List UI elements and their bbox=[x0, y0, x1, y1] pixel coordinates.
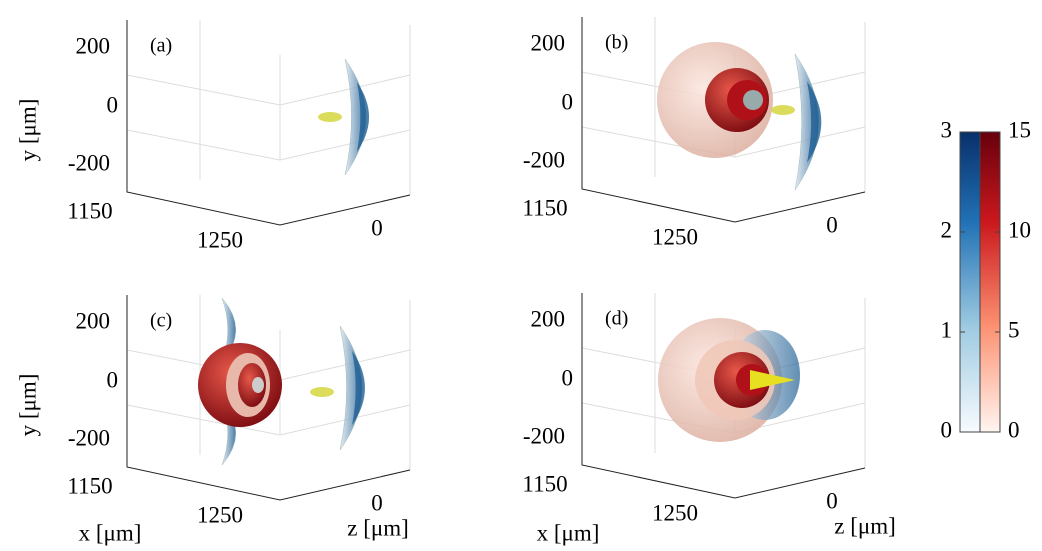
y-tick-label: 200 bbox=[76, 33, 111, 58]
box-frame bbox=[126, 20, 411, 226]
particles bbox=[318, 112, 342, 122]
panel: (c) 200 0 -200 1150 1250 0 bbox=[67, 295, 411, 527]
shell-inner bbox=[357, 82, 370, 152]
y-tick-label: 200 bbox=[531, 306, 566, 331]
core bbox=[743, 90, 763, 110]
colorbar-red bbox=[979, 131, 1001, 433]
y-tick-label: 200 bbox=[531, 30, 566, 55]
colorbar-blue bbox=[959, 131, 981, 433]
x-axis-label: x [μm] bbox=[79, 520, 142, 545]
panel-label: (c) bbox=[150, 310, 172, 332]
panel: (a) 200 0 -200 1150 1250 0 bbox=[67, 20, 411, 252]
y-tick-label: 0 bbox=[562, 365, 574, 390]
colorbar-tick-label: 1 bbox=[941, 317, 953, 342]
colorbar-tick-label: 10 bbox=[1008, 217, 1031, 242]
x-tick-label: 1250 bbox=[197, 502, 243, 527]
colorbar-tick-label: 5 bbox=[1008, 317, 1020, 342]
x-tick-label: 1150 bbox=[522, 471, 567, 496]
colorbar-tick-label: 3 bbox=[941, 117, 953, 142]
y-tick-label: -200 bbox=[523, 147, 565, 172]
y-tick-label: -200 bbox=[68, 425, 110, 450]
colorbar-tick-label: 0 bbox=[941, 417, 953, 442]
particles bbox=[771, 105, 795, 115]
core bbox=[252, 377, 264, 393]
y-tick-label: 0 bbox=[107, 92, 119, 117]
z-axis-label: z [μm] bbox=[834, 513, 896, 538]
box-frame bbox=[581, 293, 866, 499]
shell-inner bbox=[807, 81, 822, 163]
shell-inner bbox=[352, 350, 365, 426]
z-tick-label: 0 bbox=[371, 490, 383, 515]
panel-label: (b) bbox=[605, 32, 628, 54]
z-tick-label: 0 bbox=[371, 215, 383, 240]
z-axis-label: z [μm] bbox=[347, 515, 409, 540]
cone bbox=[750, 370, 795, 390]
z-tick-label: 0 bbox=[826, 488, 838, 513]
particles bbox=[310, 387, 334, 397]
y-tick-label: -200 bbox=[68, 150, 110, 175]
panel-label: (a) bbox=[150, 35, 172, 57]
y-axis-label: y [μm] bbox=[15, 374, 40, 437]
box-frame bbox=[581, 17, 866, 223]
colorbar-tick-label: 0 bbox=[1008, 417, 1020, 442]
panel-label: (d) bbox=[605, 308, 628, 330]
y-tick-label: 0 bbox=[562, 89, 574, 114]
box-frame bbox=[126, 295, 411, 501]
x-tick-label: 1250 bbox=[197, 227, 243, 252]
x-axis-label: x [μm] bbox=[537, 520, 600, 545]
y-axis-label: y [μm] bbox=[15, 99, 40, 162]
colorbar-tick-label: 2 bbox=[941, 217, 953, 242]
y-tick-label: 200 bbox=[76, 308, 111, 333]
x-tick-label: 1150 bbox=[67, 473, 112, 498]
colorbar-tick-label: 15 bbox=[1008, 117, 1031, 142]
shell bbox=[794, 53, 819, 191]
x-tick-label: 1150 bbox=[522, 195, 567, 220]
y-tick-label: -200 bbox=[523, 423, 565, 448]
panel: (d) 200 0 -200 1150 1250 0 bbox=[522, 293, 866, 525]
z-tick-label: 0 bbox=[826, 212, 838, 237]
panel: (b) 200 0 -200 1150 1250 0 bbox=[522, 17, 866, 249]
x-tick-label: 1250 bbox=[652, 224, 698, 249]
x-tick-label: 1250 bbox=[652, 500, 698, 525]
y-tick-label: 0 bbox=[107, 367, 119, 392]
x-tick-label: 1150 bbox=[67, 198, 112, 223]
